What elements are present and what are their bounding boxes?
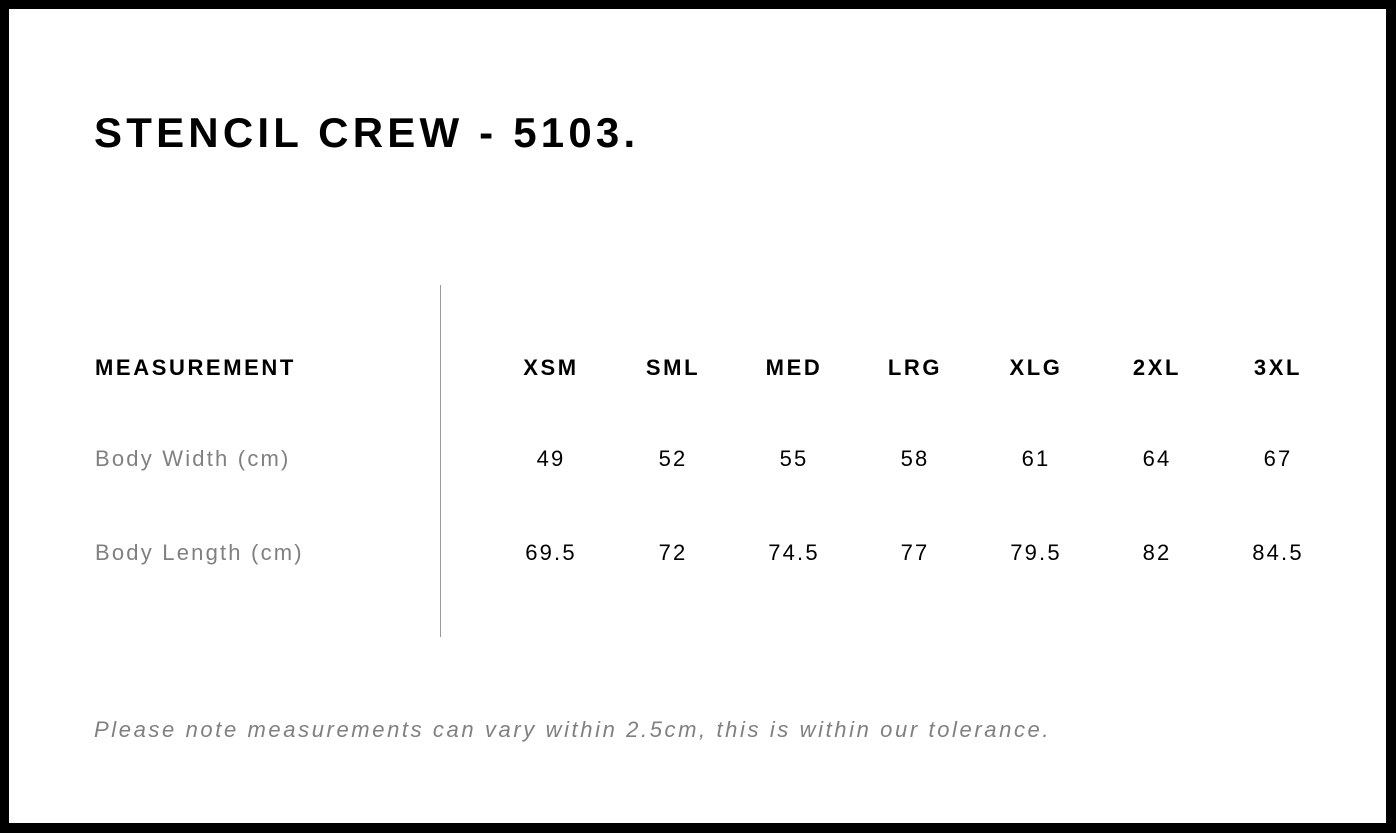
size-chart-card: STENCIL CREW - 5103. MEASUREMENT XSM SML ME… [9, 9, 1386, 823]
table-cell: 79.5 [1010, 540, 1062, 565]
table-cell: 52 [658, 446, 688, 471]
table-cell: 64 [1142, 446, 1172, 471]
table-cell: 69.5 [525, 540, 577, 565]
table-cell: 67 [1263, 446, 1293, 471]
table-cell: 74.5 [768, 540, 820, 565]
size-header-xlg: XLG [1009, 355, 1063, 380]
table-cell: 84.5 [1252, 540, 1304, 565]
table-cell: 58 [900, 446, 930, 471]
page-title: STENCIL CREW - 5103. [94, 109, 640, 156]
size-header-med: MED [765, 355, 823, 380]
size-header-2xl: 2XL [1132, 355, 1182, 380]
size-header-3xl: 3XL [1253, 355, 1303, 380]
size-header-sml: SML [645, 355, 701, 380]
size-header-lrg: LRG [887, 355, 943, 380]
tolerance-note: Please note measurements can vary within… [94, 717, 1052, 742]
table-cell: 82 [1142, 540, 1172, 565]
column-divider [440, 285, 441, 637]
table-cell: 77 [900, 540, 930, 565]
table-cell: 61 [1021, 446, 1051, 471]
row-label: Body Length (cm) [95, 540, 304, 565]
header-label: MEASUREMENT [95, 355, 296, 380]
table-cell: 72 [658, 540, 688, 565]
size-header-xsm: XSM [523, 355, 579, 380]
row-label: Body Width (cm) [95, 446, 291, 471]
table-cell: 49 [536, 446, 566, 471]
table-cell: 55 [779, 446, 809, 471]
